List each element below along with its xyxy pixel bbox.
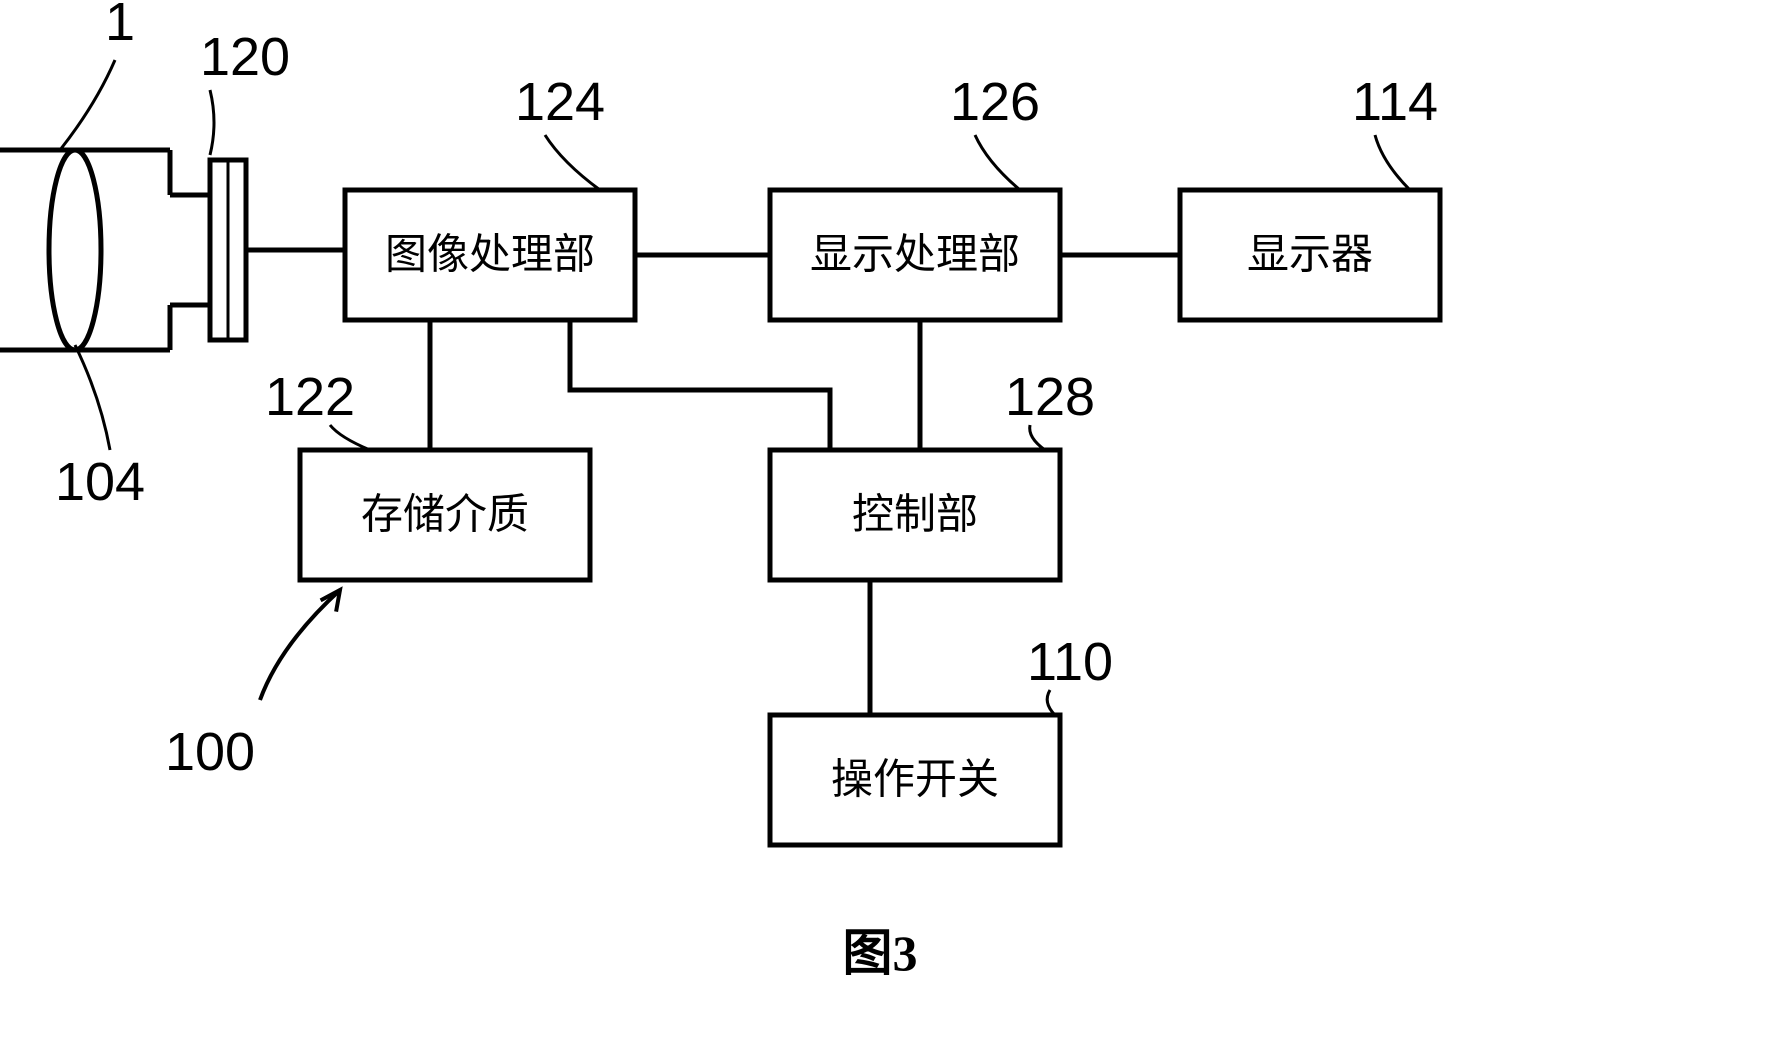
label-switch: 操作开关 <box>831 758 999 804</box>
ref-system: 100 <box>165 722 255 782</box>
leader-switch <box>1047 690 1055 715</box>
label-storage: 存储介质 <box>361 493 529 539</box>
leader-image_proc <box>545 135 600 190</box>
leader-ref-104 <box>75 345 110 450</box>
ref-1: 1 <box>105 0 135 52</box>
ref-switch: 110 <box>1027 632 1113 692</box>
ref-image_proc: 124 <box>515 72 605 132</box>
lens-icon <box>49 150 101 350</box>
ref-display: 114 <box>1352 72 1438 132</box>
leader-ref-1 <box>60 60 115 150</box>
ref-storage: 122 <box>265 367 355 427</box>
conn-image_proc-control <box>570 320 830 450</box>
leader-storage <box>330 425 370 450</box>
leader-ref-120 <box>210 90 214 155</box>
ref-104: 104 <box>55 452 145 512</box>
label-image_proc: 图像处理部 <box>385 233 595 279</box>
ref-120: 120 <box>200 27 290 87</box>
leader-display_proc <box>975 135 1020 190</box>
label-control: 控制部 <box>852 493 978 539</box>
leader-control <box>1030 425 1045 450</box>
arrow-system-shaft <box>260 590 340 700</box>
label-display: 显示器 <box>1247 233 1373 279</box>
ref-display_proc: 126 <box>950 72 1040 132</box>
label-display_proc: 显示处理部 <box>810 233 1020 279</box>
leader-display <box>1375 135 1410 190</box>
ref-control: 128 <box>1005 367 1095 427</box>
figure-label: 图3 <box>843 925 918 981</box>
